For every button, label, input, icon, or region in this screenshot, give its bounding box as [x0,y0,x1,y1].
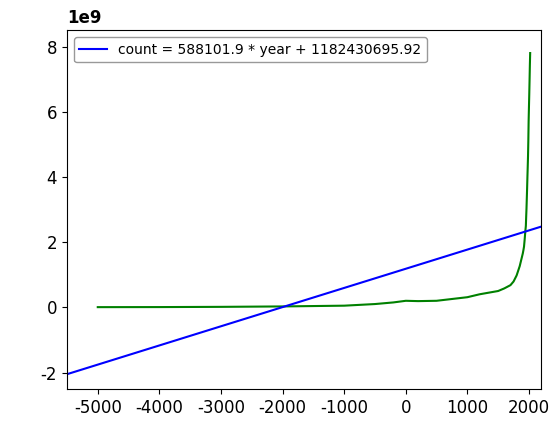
Legend: count = 588101.9 * year + 1182430695.92: count = 588101.9 * year + 1182430695.92 [74,37,427,62]
Text: 1e9: 1e9 [67,9,102,27]
